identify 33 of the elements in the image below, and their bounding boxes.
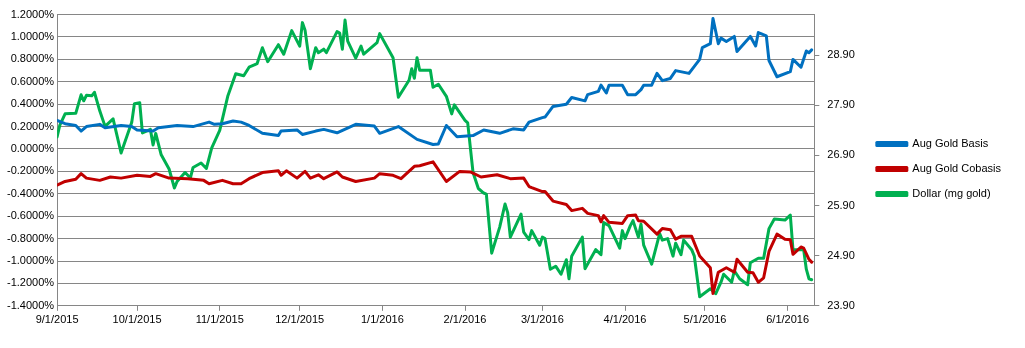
- x-tick-label: 12/1/2015: [275, 313, 325, 326]
- y-tick-label: 0.8000%: [10, 52, 55, 65]
- x-tick-label: 2/1/2016: [443, 313, 487, 326]
- x-tick-label: 5/1/2016: [683, 313, 727, 326]
- y2-tick-label: 27.90: [827, 98, 855, 111]
- y-tick-label: -0.6000%: [6, 209, 55, 222]
- x-tick-label: 3/1/2016: [520, 313, 564, 326]
- y2-tick-label: 28.90: [827, 48, 855, 61]
- x-tick-label: 4/1/2016: [603, 313, 647, 326]
- y-tick-label: 0.6000%: [10, 74, 55, 87]
- y2-tick-label: 26.90: [827, 148, 855, 161]
- x-tick-label: 11/1/2015: [195, 313, 244, 326]
- y-tick-label: -1.2000%: [6, 276, 55, 289]
- y-tick-label: 0.2000%: [10, 119, 55, 132]
- y-tick-label: -0.4000%: [6, 186, 55, 199]
- legend-label: Dollar (mg gold): [912, 187, 991, 200]
- y-tick-label: 1.2000%: [10, 7, 55, 20]
- y-tick-label: -1.0000%: [6, 254, 55, 267]
- y-tick-label: -0.8000%: [6, 231, 55, 244]
- y-tick-label: -1.4000%: [6, 298, 55, 311]
- y-tick-label: 0.4000%: [10, 97, 55, 110]
- y-tick-label: -0.2000%: [6, 164, 55, 177]
- y-tick-label: 0.0000%: [10, 142, 55, 155]
- y2-tick-label: 23.90: [827, 298, 855, 311]
- legend-label: Aug Gold Basis: [912, 137, 989, 150]
- y-tick-label: 1.0000%: [10, 30, 55, 43]
- y2-tick-label: 25.90: [827, 198, 855, 211]
- x-tick-label: 9/1/2015: [35, 313, 79, 326]
- y2-tick-label: 24.90: [827, 248, 855, 261]
- legend-label: Aug Gold Cobasis: [912, 162, 1002, 175]
- x-tick-label: 6/1/2016: [766, 313, 810, 326]
- x-tick-label: 1/1/2016: [360, 313, 404, 326]
- x-tick-label: 10/1/2015: [112, 313, 162, 326]
